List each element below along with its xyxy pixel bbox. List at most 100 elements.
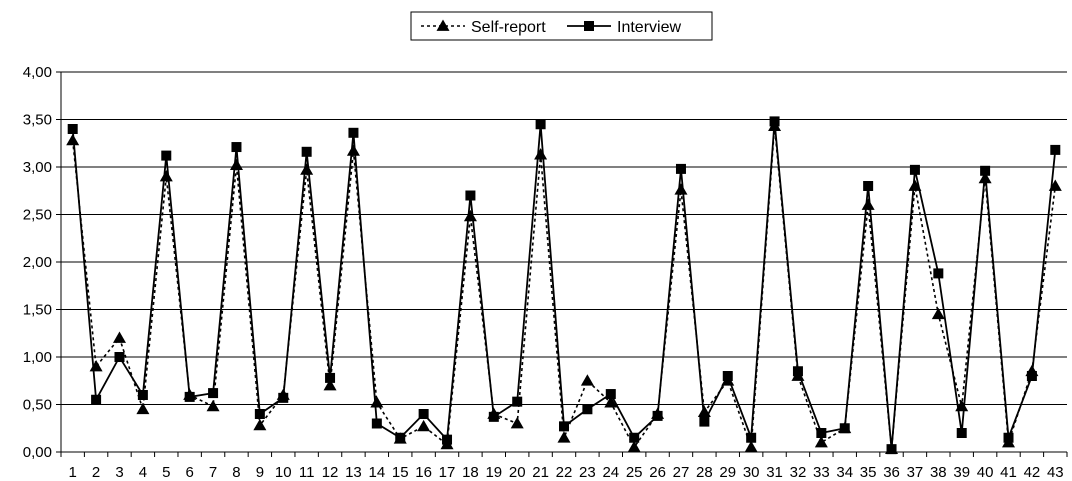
- x-tick-label: 20: [509, 464, 526, 481]
- y-tick-label: 0,00: [23, 444, 52, 461]
- y-tick-label: 2,50: [23, 207, 52, 224]
- x-tick-label: 24: [602, 464, 619, 481]
- square-point: [722, 371, 733, 381]
- x-tick-labels: 1 2 3 4 5 6 7 8 9 10 11 12 13 14 15 16 17 18 19 20 21 22 23 24 2…: [69, 464, 1064, 481]
- y-tick-label: 1,00: [23, 349, 52, 366]
- legend-label: Self-report: [471, 19, 546, 36]
- square-point: [231, 142, 242, 153]
- x-tick-label: 1: [69, 464, 77, 481]
- x-tick-label: 5: [162, 464, 170, 481]
- triangle-point: [604, 396, 618, 408]
- x-tick-label: 42: [1024, 464, 1041, 481]
- x-tick-label: 27: [673, 464, 690, 481]
- triangle-point: [557, 431, 571, 443]
- square-point: [395, 432, 406, 443]
- triangle-point: [112, 331, 126, 343]
- legend-item: Self-report: [421, 19, 546, 36]
- x-tick-label: 11: [299, 464, 315, 481]
- triangle-point: [89, 360, 103, 372]
- square-point: [137, 390, 148, 400]
- x-tick-label: 22: [556, 464, 573, 481]
- square-point: [371, 418, 382, 429]
- square-point: [114, 352, 125, 362]
- x-tick-label: 7: [209, 464, 217, 481]
- x-tick-label: 6: [186, 464, 194, 481]
- square-point: [629, 432, 640, 443]
- square-point: [886, 444, 897, 455]
- x-tick-label: 32: [790, 464, 807, 481]
- y-tick-labels: 0,00 0,50 1,00 1,50 2,00 2,50 3,00 3,50 4,00: [23, 64, 52, 461]
- triangle-point: [66, 133, 80, 146]
- x-tick-label: 35: [860, 464, 877, 481]
- square-point: [582, 404, 593, 415]
- x-tick-label: 43: [1047, 464, 1064, 481]
- axes: [56, 71, 1068, 457]
- x-tick-label: 17: [439, 464, 456, 481]
- x-tick-label: 37: [907, 464, 924, 481]
- square-point: [161, 150, 172, 161]
- square-point: [1026, 371, 1037, 381]
- square-point: [1003, 432, 1014, 443]
- x-tick-label: 18: [462, 464, 479, 481]
- x-tick-label: 39: [953, 464, 970, 481]
- x-tick-label: 34: [836, 464, 853, 481]
- square-point: [184, 391, 195, 402]
- square-point: [769, 116, 780, 127]
- x-tick-label: 2: [92, 464, 100, 481]
- x-tick-label: 3: [115, 464, 123, 481]
- square-point: [254, 409, 265, 419]
- x-tick-label: 21: [532, 464, 549, 481]
- triangle-point: [861, 198, 875, 210]
- x-tick-label: 33: [813, 464, 830, 481]
- triangle-point: [814, 436, 828, 448]
- y-tick-label: 3,00: [23, 159, 52, 176]
- y-tick-label: 2,00: [23, 254, 52, 271]
- x-tick-label: 31: [766, 464, 783, 481]
- triangle-point: [463, 209, 477, 222]
- triangle-point: [253, 418, 267, 431]
- triangle-point: [229, 158, 243, 170]
- triangle-point: [370, 396, 384, 408]
- triangle-point: [510, 417, 524, 429]
- y-tick-label: 0,50: [23, 397, 52, 414]
- legend-box: [410, 11, 713, 41]
- x-tick-label: 13: [345, 464, 362, 481]
- legend-triangle-icon: [436, 19, 450, 31]
- triangle-point: [300, 163, 314, 175]
- x-tick-label: 12: [322, 464, 339, 481]
- x-tick-label: 40: [977, 464, 994, 481]
- legend-label: Interview: [617, 19, 681, 36]
- triangle-point: [159, 170, 173, 182]
- square-point: [488, 411, 499, 422]
- square-point: [535, 119, 546, 130]
- series-interview: [67, 116, 1061, 455]
- y-tick-label: 3,50: [23, 112, 52, 129]
- x-tick-label: 41: [1000, 464, 1017, 481]
- y-tick-label: 1,50: [23, 302, 52, 319]
- square-point: [67, 124, 78, 134]
- square-point: [348, 127, 359, 138]
- triangle-point: [323, 379, 337, 391]
- square-point: [933, 268, 944, 279]
- triangle-point: [534, 148, 548, 160]
- x-tick-label: 26: [649, 464, 666, 481]
- triangle-point: [931, 307, 945, 320]
- square-point: [91, 394, 102, 405]
- square-point: [325, 372, 336, 383]
- y-tick-label: 4,00: [23, 64, 52, 81]
- square-point: [792, 366, 803, 377]
- x-tick-label: 25: [626, 464, 643, 481]
- legend-square-icon: [584, 21, 594, 31]
- square-point: [278, 392, 289, 403]
- square-point: [559, 421, 569, 432]
- triangle-point: [627, 440, 641, 453]
- square-point: [816, 428, 827, 438]
- square-point: [465, 190, 476, 201]
- x-tick-label: 15: [392, 464, 409, 481]
- x-tick-label: 30: [743, 464, 760, 481]
- square-point: [863, 181, 874, 191]
- series-layer: [66, 116, 1062, 455]
- square-point: [512, 396, 523, 407]
